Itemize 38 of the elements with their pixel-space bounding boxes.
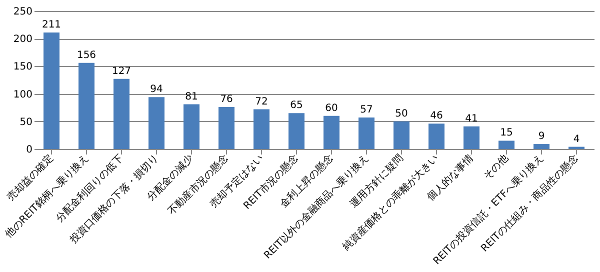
bar	[324, 116, 340, 149]
bar	[464, 126, 480, 149]
bar	[428, 124, 444, 149]
bar	[394, 121, 410, 149]
bar	[44, 32, 60, 149]
bar	[254, 109, 270, 149]
data-label: 46	[430, 110, 443, 122]
bar	[534, 144, 550, 149]
data-label: 60	[325, 102, 338, 114]
y-tick-label: 250	[13, 6, 32, 18]
data-label: 50	[395, 108, 408, 120]
bar	[114, 78, 130, 149]
bar	[148, 97, 164, 149]
y-tick-label: 50	[20, 116, 32, 128]
y-tick-label: 150	[13, 62, 32, 73]
data-label: 9	[538, 131, 545, 142]
bar	[498, 140, 514, 149]
x-tick-label: その他	[481, 152, 511, 182]
bar	[78, 62, 94, 149]
data-label: 76	[220, 94, 233, 106]
data-label: 156	[76, 50, 96, 61]
data-label: 4	[573, 134, 580, 145]
data-label: 57	[360, 104, 373, 116]
y-tick-label: 0	[26, 144, 32, 156]
data-label: 94	[150, 84, 163, 96]
y-tick-label: 200	[13, 34, 32, 46]
y-tick-label: 100	[13, 89, 32, 100]
data-label: 65	[290, 100, 303, 112]
data-label: 127	[112, 66, 132, 77]
data-label: 81	[185, 91, 198, 102]
bar	[358, 118, 374, 149]
data-label: 15	[500, 128, 513, 139]
data-label: 72	[255, 96, 268, 108]
bar	[218, 107, 234, 149]
data-label: 211	[42, 20, 62, 31]
bar	[184, 104, 200, 149]
data-label: 41	[465, 113, 478, 124]
bar	[288, 113, 304, 149]
